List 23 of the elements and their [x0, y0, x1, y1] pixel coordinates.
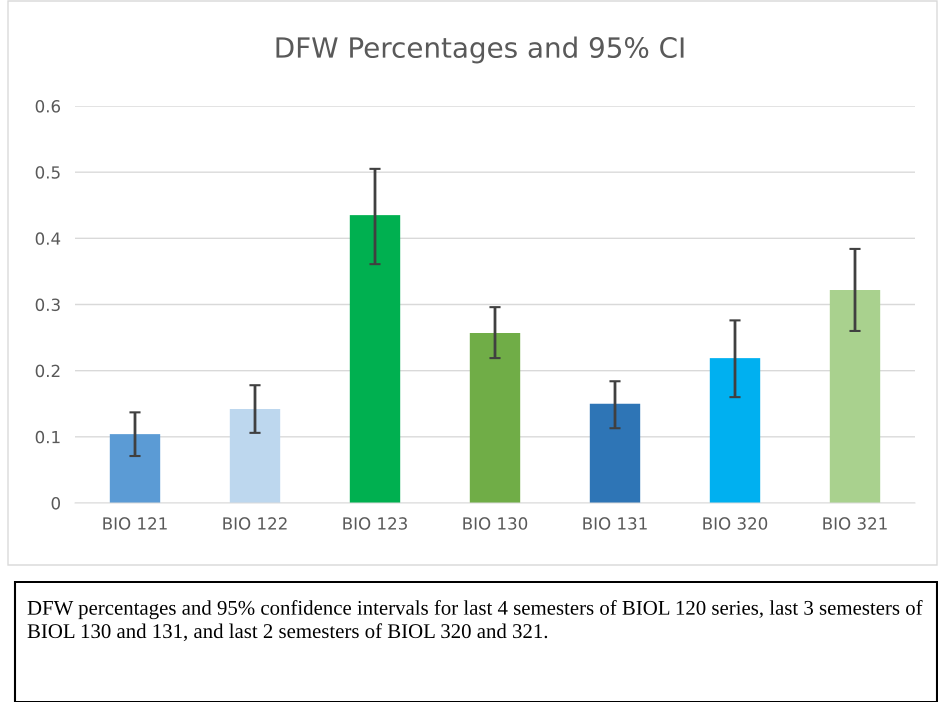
x-tick-label: BIO 131 — [583, 517, 647, 530]
text: DFW percentages and 95% confidence intervals for last 4 semesters of BIOL 120 series, last 3 semesters of BIOL 130 and 131, and last 2 semesters of BIOL 320 and 321. — [28, 600, 923, 642]
y-tick-label: 0.3 — [36, 298, 60, 312]
y-tick-label: 0.2 — [36, 364, 60, 378]
x-tick-label: BIO 122 — [223, 517, 287, 530]
bar — [830, 290, 880, 503]
x-tick-label: BIO 123 — [343, 517, 407, 530]
bar — [710, 358, 760, 503]
y-tick-label: 0.1 — [36, 430, 60, 444]
y-tick-label: 0.6 — [36, 100, 60, 113]
y-tick-label: 0 — [52, 496, 60, 510]
bar — [350, 215, 400, 503]
bar — [590, 404, 640, 503]
bar — [230, 409, 280, 503]
bar — [110, 434, 160, 503]
x-tick-label: BIO 130 — [463, 517, 528, 530]
x-tick-label: BIO 321 — [823, 517, 887, 530]
x-tick-label: BIO 121 — [103, 517, 167, 530]
bar — [470, 332, 520, 503]
chart-title: DFW Percentages and 95% CI — [276, 36, 684, 64]
y-tick-label: 0.4 — [36, 232, 60, 245]
y-tick-label: 0.5 — [36, 166, 60, 179]
x-tick-label: BIO 320 — [703, 517, 768, 530]
